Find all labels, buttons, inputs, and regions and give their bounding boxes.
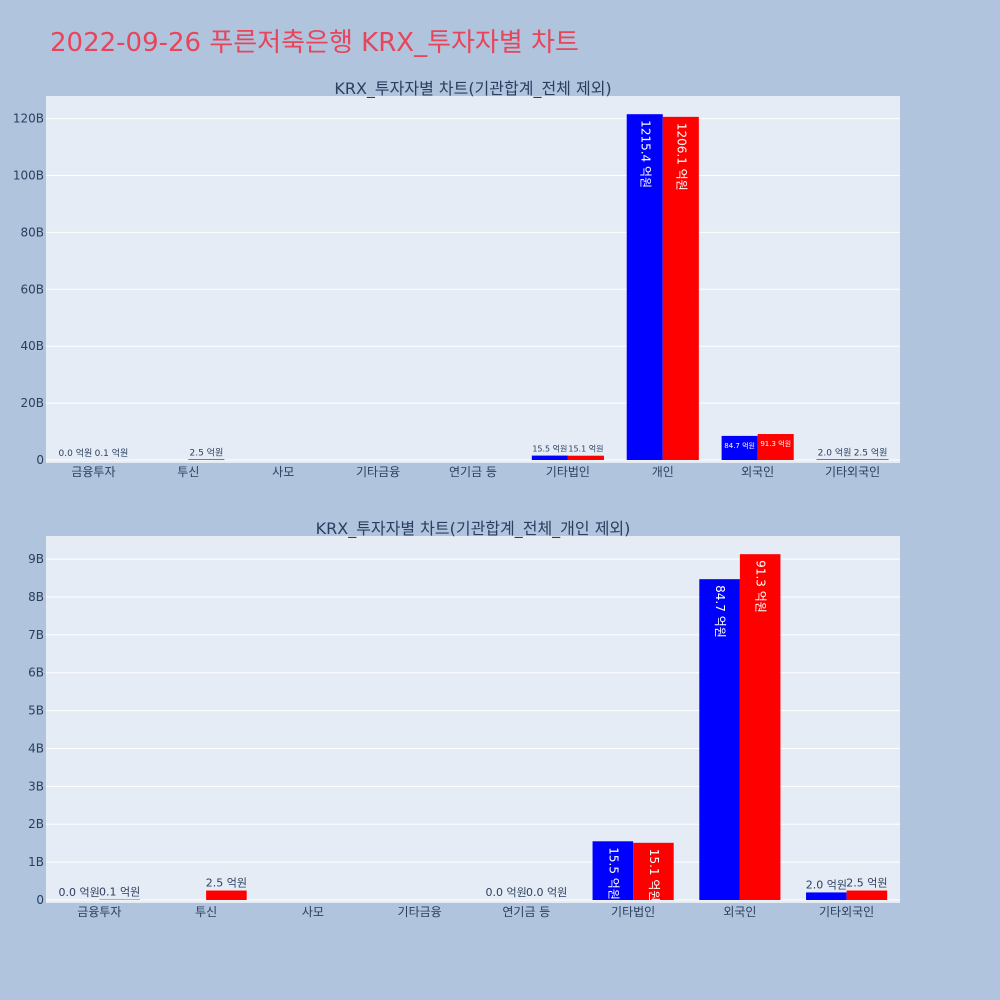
bar xyxy=(757,434,794,460)
bar-value-label: 2.0 억원 xyxy=(806,878,847,891)
bar-value-label: 0.0 억원 xyxy=(526,886,567,899)
bar xyxy=(531,455,568,460)
x-tick-label: 기타법인 xyxy=(611,905,655,919)
bar-value-label: 84.7 억원 xyxy=(713,585,727,638)
bar xyxy=(206,890,247,900)
bar-value-label: 0.1 억원 xyxy=(95,447,129,459)
bar xyxy=(662,116,699,460)
bar-value-label: 2.5 억원 xyxy=(846,877,887,890)
x-tick-label: 외국인 xyxy=(723,905,756,919)
bar xyxy=(816,459,853,460)
bar-value-label: 15.5 억원 xyxy=(532,444,567,454)
y-tick-label: 8B xyxy=(28,590,44,604)
bar-value-label: 15.1 억원 xyxy=(568,444,603,454)
bar xyxy=(567,455,604,460)
x-tick-label: 기타금융 xyxy=(356,465,400,479)
y-tick-label: 0 xyxy=(36,453,44,467)
bar-value-label: 2.5 억원 xyxy=(854,446,888,458)
bar-value-label: 15.5 억원 xyxy=(606,847,620,900)
bar xyxy=(626,114,663,460)
x-tick-label: 기타외국인 xyxy=(825,465,880,479)
bar xyxy=(633,842,674,900)
bar-value-label: 1215.4 억원 xyxy=(638,120,652,188)
y-tick-label: 5B xyxy=(28,704,44,718)
y-tick-label: 2B xyxy=(28,817,44,831)
bar-value-label: 2.0 억원 xyxy=(818,446,852,458)
chart-title: KRX_투자자별 차트(기관합계_전체_개인 제외) xyxy=(316,519,631,539)
y-tick-label: 100B xyxy=(13,168,44,182)
x-tick-label: 개인 xyxy=(652,465,674,479)
x-tick-label: 사모 xyxy=(302,905,324,919)
bar xyxy=(592,841,634,900)
y-tick-label: 60B xyxy=(20,282,44,296)
bar-value-label: 91.3 억원 xyxy=(754,560,768,613)
bar-value-label: 91.3 억원 xyxy=(760,439,791,448)
bar xyxy=(852,459,889,460)
bar xyxy=(846,890,888,900)
bar-value-label: 1206.1 억원 xyxy=(674,123,688,191)
y-tick-label: 1B xyxy=(28,855,44,869)
x-tick-label: 기타법인 xyxy=(546,465,590,479)
bar xyxy=(739,554,781,900)
y-tick-label: 6B xyxy=(28,666,44,680)
y-tick-label: 80B xyxy=(20,225,44,239)
bar xyxy=(188,459,225,460)
bar-value-label: 2.5 억원 xyxy=(189,446,223,458)
chart-top: 0 20B 40B 60B 80B 100B 120B KRX_투자자별 차트(기관합계_전체… xyxy=(13,79,900,479)
y-tick-label: 40B xyxy=(20,339,44,353)
y-tick-label: 7B xyxy=(28,628,44,642)
bar xyxy=(699,579,740,900)
x-tick-label: 연기금 등 xyxy=(449,465,497,479)
chart-title: KRX_투자자별 차트(기관합계_전체 제외) xyxy=(334,79,611,99)
x-tick-label: 연기금 등 xyxy=(502,905,550,919)
x-tick-label: 사모 xyxy=(272,465,294,479)
bar-value-label: 84.7 억원 xyxy=(724,441,755,450)
x-tick-label: 외국인 xyxy=(741,465,774,479)
y-tick-label: 3B xyxy=(28,779,44,793)
x-tick-label: 기타외국인 xyxy=(819,905,874,919)
bar xyxy=(806,892,847,900)
page-title: 2022-09-26 푸른저축은행 KRX_투자자별 차트 xyxy=(50,28,579,58)
bar-value-label: 15.1 억원 xyxy=(647,849,661,902)
y-tick-label: 9B xyxy=(28,552,44,566)
x-tick-label: 투신 xyxy=(177,465,199,479)
x-tick-label: 금융투자 xyxy=(77,905,121,919)
y-tick-label: 0 xyxy=(36,893,44,907)
x-tick-label: 기타금융 xyxy=(398,905,442,919)
y-tick-label: 120B xyxy=(13,112,44,126)
x-tick-label: 투신 xyxy=(195,905,217,919)
bar-value-label: 0.0 억원 xyxy=(485,886,526,899)
x-tick-label: 금융투자 xyxy=(71,465,115,479)
bar xyxy=(721,435,758,460)
bar-value-label: 2.5 억원 xyxy=(206,877,247,890)
bar-value-label: 0.0 억원 xyxy=(58,886,99,899)
y-tick-label: 4B xyxy=(28,741,44,755)
bar-value-label: 0.1 억원 xyxy=(99,886,140,899)
y-tick-label: 20B xyxy=(20,396,44,410)
plot-area xyxy=(46,96,900,463)
bar-value-label: 0.0 억원 xyxy=(59,447,93,459)
